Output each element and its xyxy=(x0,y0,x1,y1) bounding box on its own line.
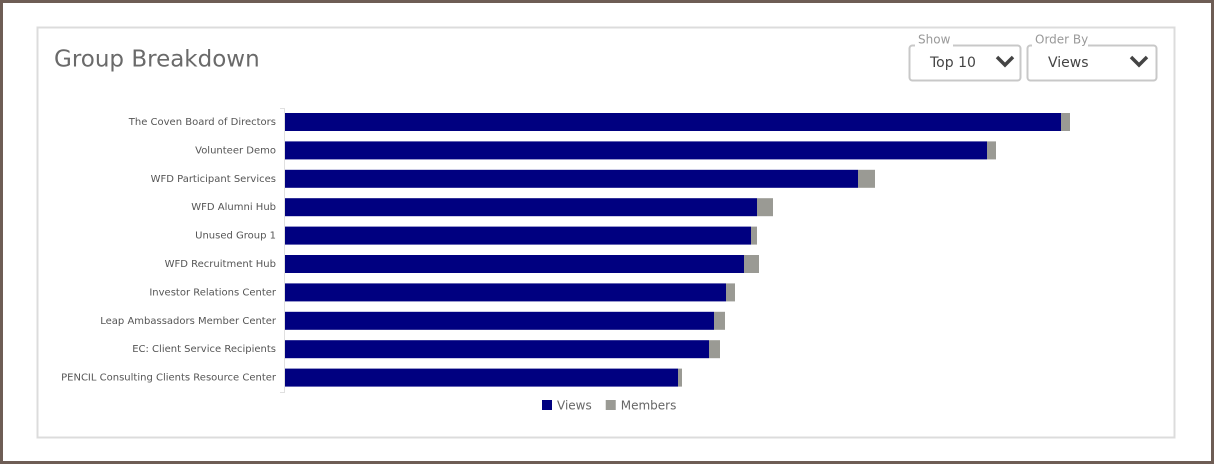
bar-segment xyxy=(1061,113,1070,131)
category-label: WFD Alumni Hub xyxy=(191,202,276,213)
bar-segment xyxy=(858,169,875,188)
category-label: The Coven Board of Directors xyxy=(128,117,276,128)
bar-segment xyxy=(285,311,714,330)
bar-segment xyxy=(757,198,773,217)
legend-swatch xyxy=(605,400,616,410)
label-gap xyxy=(915,39,953,49)
legend-label: Members xyxy=(621,399,677,413)
show-dropdown[interactable]: Show Top 10 xyxy=(908,33,1022,82)
order-dropdown[interactable]: Order By Views xyxy=(1026,33,1158,82)
bar-segment xyxy=(726,283,735,302)
bar-segment xyxy=(744,255,759,273)
chevron xyxy=(1129,55,1149,68)
bar-segment xyxy=(285,141,987,160)
bar-segment xyxy=(285,226,751,245)
bar-segment xyxy=(285,198,757,217)
category-label: WFD Recruitment Hub xyxy=(165,259,276,270)
category-label: Investor Relations Center xyxy=(149,287,277,298)
legend-label: Views xyxy=(557,399,592,413)
category-label: WFD Participant Services xyxy=(151,174,276,185)
bar-segment xyxy=(285,283,726,302)
dropdown-label: Show xyxy=(918,33,951,47)
dropdown-box[interactable] xyxy=(908,44,1022,82)
category-label: Leap Ambassadors Member Center xyxy=(100,316,277,327)
bar-segment xyxy=(285,340,709,359)
bar-segment xyxy=(285,169,858,188)
category-label: Volunteer Demo xyxy=(195,145,276,156)
category-label: PENCIL Consulting Clients Resource Cente… xyxy=(61,373,277,384)
category-axis xyxy=(280,108,285,393)
bar-segment xyxy=(709,340,720,359)
bar-segment xyxy=(285,113,1061,131)
dropdown-box[interactable] xyxy=(1026,44,1158,82)
label-gap xyxy=(1032,39,1088,49)
dropdown-label: Order By xyxy=(1035,33,1088,47)
legend-swatch xyxy=(542,400,552,410)
category-label: EC: Client Service Recipients xyxy=(132,344,276,355)
bar-segment xyxy=(751,226,757,245)
chevron xyxy=(995,55,1015,68)
bar-segment xyxy=(678,368,682,387)
bar-segment xyxy=(987,141,996,160)
category-label: Unused Group 1 xyxy=(195,231,276,242)
bar-segment xyxy=(714,311,725,330)
bar-segment xyxy=(285,255,744,273)
bar-segment xyxy=(285,368,678,387)
dropdown-value: Top 10 xyxy=(929,55,976,71)
chart-title: Group Breakdown xyxy=(54,47,260,73)
dropdown-value: Views xyxy=(1048,55,1089,71)
